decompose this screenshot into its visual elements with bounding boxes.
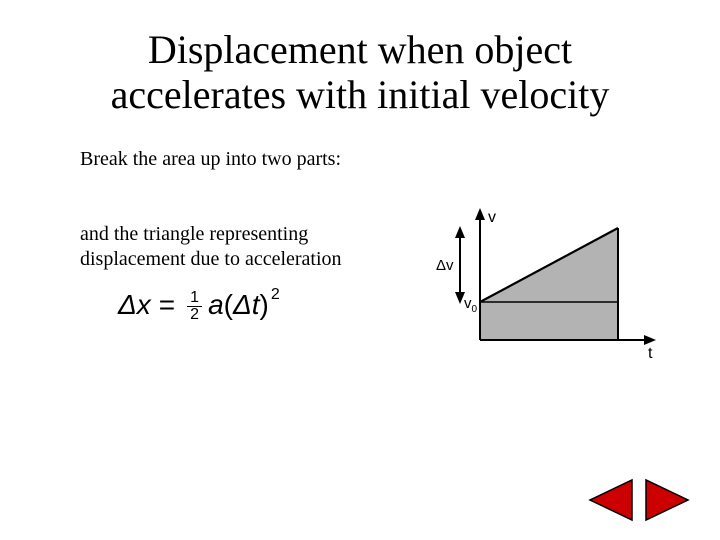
slide-title: Displacement when object accelerates wit… xyxy=(0,28,720,118)
formula-squared: 2 xyxy=(271,286,280,304)
formula-delta-x: Δx = 1 2 a ( Δt ) 2 xyxy=(118,288,280,321)
chart-svg: v Δv v0 t xyxy=(434,208,666,376)
text-triangle-line1: and the triangle representing xyxy=(80,223,308,245)
text-triangle: and the triangle representing displaceme… xyxy=(80,222,400,272)
text-break-area: Break the area up into two parts: xyxy=(80,148,341,171)
chart-y-axis-arrow xyxy=(475,208,485,220)
title-line-2: accelerates with initial velocity xyxy=(111,72,610,117)
chart-rect-area xyxy=(480,302,618,340)
chart-label-v: v xyxy=(488,209,496,226)
velocity-time-chart: v Δv v0 t xyxy=(434,208,666,376)
chart-x-axis-arrow xyxy=(644,335,656,345)
prev-button[interactable] xyxy=(586,478,634,522)
chart-label-deltav: Δv xyxy=(436,257,454,274)
triangle-right-icon xyxy=(646,480,688,520)
formula-dx: Δx xyxy=(118,289,151,321)
formula-frac-num: 1 xyxy=(187,290,202,307)
next-button[interactable] xyxy=(644,478,692,522)
triangle-left-icon xyxy=(590,480,632,520)
text-triangle-line2: displacement due to acceleration xyxy=(80,248,342,270)
formula-a: a xyxy=(208,289,224,321)
formula-equals: = xyxy=(159,289,175,321)
chart-label-v0: v0 xyxy=(464,295,478,315)
nav-buttons xyxy=(586,478,692,522)
formula-frac-den: 2 xyxy=(187,307,202,323)
chart-label-t: t xyxy=(648,345,653,362)
slide: Displacement when object accelerates wit… xyxy=(0,0,720,540)
title-line-1: Displacement when object xyxy=(148,27,572,72)
formula-dt: Δt xyxy=(233,289,260,321)
formula-lparen: ( xyxy=(224,289,233,321)
formula-rparen: ) xyxy=(260,289,269,321)
formula-fraction: 1 2 xyxy=(187,290,202,323)
chart-deltav-arrow-up xyxy=(455,226,465,238)
